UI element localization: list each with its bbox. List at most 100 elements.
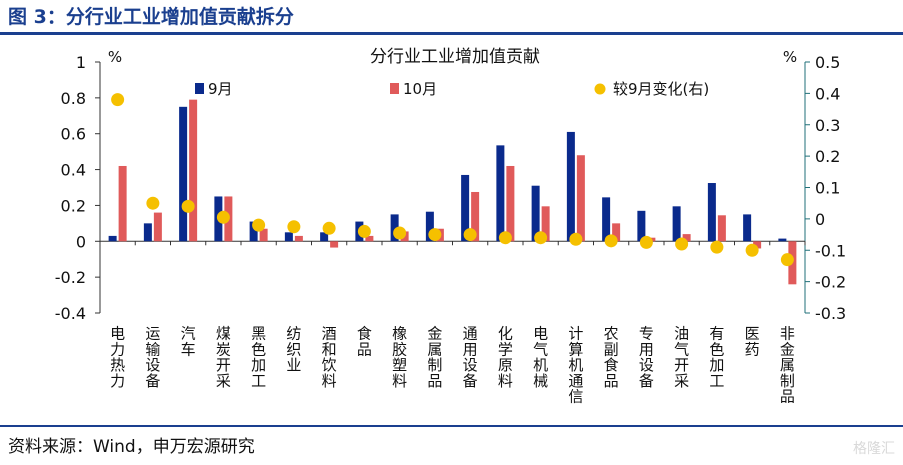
bar-oct — [259, 228, 268, 242]
bar-sep — [566, 131, 575, 242]
change-dot — [146, 196, 160, 210]
change-dot — [569, 232, 583, 246]
category-label: 黑色加工 — [251, 325, 266, 390]
change-dot — [181, 199, 195, 213]
category-label: 油气开采 — [674, 325, 689, 390]
right-tick-label: 0.3 — [815, 116, 840, 135]
change-dot — [463, 228, 477, 242]
legend-label-oct: 10月 — [403, 80, 437, 98]
change-dot — [428, 228, 442, 242]
change-dot — [393, 226, 407, 240]
bar-sep — [320, 232, 329, 242]
category-label: 有色加工 — [709, 325, 724, 390]
bar-sep — [707, 183, 716, 242]
bar-sep — [284, 232, 293, 242]
right-tick-label: -0.2 — [815, 273, 846, 292]
right-tick-label: -0.3 — [815, 304, 846, 323]
bar-sep — [425, 211, 434, 242]
bar-sep — [390, 214, 399, 242]
bar-oct — [682, 234, 691, 242]
left-tick-label: 0.4 — [61, 161, 86, 180]
figure-title: 图 3：分行业工业增加值贡献拆分 — [8, 6, 294, 28]
change-dot — [639, 235, 653, 249]
bar-oct — [365, 235, 374, 242]
bar-sep — [672, 206, 681, 242]
bar-oct — [118, 165, 127, 242]
change-dot — [745, 243, 759, 257]
bar-sep — [108, 235, 117, 242]
bar-oct — [753, 241, 762, 249]
right-tick-label: 0.2 — [815, 147, 840, 166]
change-dot — [357, 224, 371, 238]
left-axis-unit: % — [108, 48, 122, 66]
bar-oct — [330, 241, 339, 248]
change-dot — [534, 231, 548, 245]
change-dot — [710, 240, 724, 254]
legend-swatch-oct — [390, 83, 399, 94]
change-dot — [252, 218, 266, 232]
change-dot — [287, 220, 301, 234]
category-label: 电力热力 — [110, 325, 125, 390]
bar-oct — [294, 235, 303, 242]
left-tick-label: -0.2 — [55, 268, 86, 287]
bar-oct — [153, 212, 162, 242]
change-dot — [111, 93, 125, 107]
category-label: 电气机械 — [533, 325, 548, 390]
category-label: 酒和饮料 — [322, 325, 337, 390]
bar-sep — [778, 238, 787, 242]
left-tick-label: 1 — [76, 53, 86, 72]
bar-oct — [189, 99, 198, 242]
bar-oct — [506, 165, 515, 242]
right-tick-label: -0.1 — [815, 241, 846, 260]
right-tick-label: 0.5 — [815, 53, 840, 72]
category-label: 汽车 — [181, 325, 196, 359]
legend-swatch-sep — [195, 83, 204, 94]
right-tick-label: 0.1 — [815, 179, 840, 198]
bar-oct — [576, 155, 585, 242]
legend-marker-change — [594, 83, 606, 95]
bar-sep — [179, 106, 188, 242]
legend-label-sep: 9月 — [208, 80, 233, 98]
change-dot — [322, 221, 336, 235]
change-dot — [216, 210, 230, 224]
left-tick-label: 0.6 — [61, 125, 86, 144]
dots-layer — [111, 93, 794, 267]
change-dot — [498, 231, 512, 245]
category-label: 计算机通信 — [568, 325, 583, 406]
bar-sep — [143, 223, 152, 242]
category-label: 食品 — [357, 325, 372, 359]
change-dot — [780, 253, 794, 267]
left-tick-label: 0.8 — [61, 89, 86, 108]
right-tick-label: 0 — [815, 210, 825, 229]
legend-label-change: 较9月变化(右) — [613, 80, 709, 98]
category-label: 医药 — [745, 325, 760, 359]
legend: 9月 10月 较9月变化(右) — [195, 80, 709, 98]
category-label: 纺织业 — [286, 325, 301, 375]
chart-title: 分行业工业增加值贡献 — [370, 47, 540, 67]
bar-oct — [717, 215, 726, 242]
category-label: 通用设备 — [463, 325, 478, 390]
labels-layer: 1 0.8 0.6 0.4 0.2 0 -0.2 -0.4 0.5 0.4 0.3 0.2 0.1 0 -0… — [55, 53, 846, 406]
bars-layer — [108, 99, 797, 285]
watermark: 格隆汇 — [853, 441, 895, 457]
right-axis-unit: % — [783, 48, 797, 66]
chart: 1 0.8 0.6 0.4 0.2 0 -0.2 -0.4 0.5 0.4 0.3 0.2 0.1 0 -0… — [55, 47, 846, 406]
category-label: 农副食品 — [604, 325, 619, 390]
bar-sep — [602, 197, 611, 242]
bar-oct — [541, 206, 550, 242]
right-tick-label: 0.4 — [815, 84, 840, 103]
change-dot — [604, 234, 618, 248]
bar-oct — [471, 191, 480, 242]
bar-sep — [496, 145, 505, 242]
bar-sep — [743, 214, 752, 242]
bar-sep — [531, 185, 540, 242]
bottom-rule — [0, 425, 903, 427]
axes-layer — [95, 61, 810, 314]
title-rule — [0, 32, 903, 35]
change-dot — [675, 237, 689, 251]
category-label: 煤炭开采 — [216, 325, 231, 390]
bar-sep — [461, 174, 470, 242]
category-label: 专用设备 — [639, 325, 654, 390]
left-tick-label: -0.4 — [55, 304, 86, 323]
category-label: 金属制品 — [427, 325, 442, 390]
